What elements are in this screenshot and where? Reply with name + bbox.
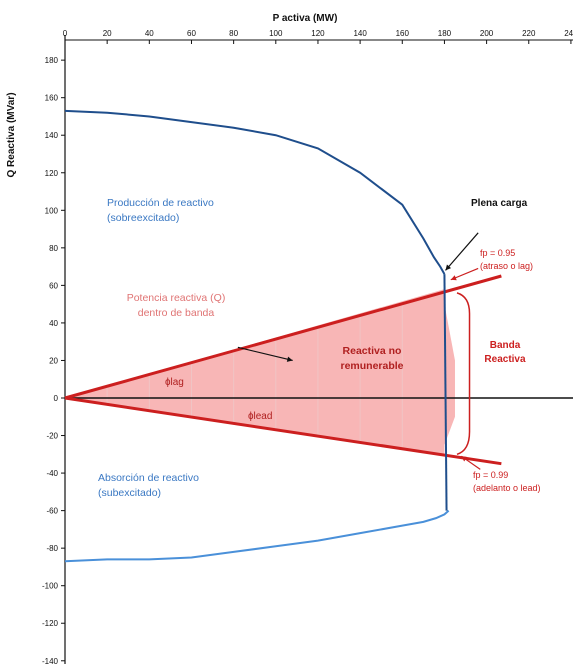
x-tick-label: 60 — [187, 29, 196, 38]
label-phi-lag: ɸlag — [165, 377, 184, 388]
label-potencia: Potencia reactiva (Q) — [127, 292, 226, 304]
label-fp095: fp = 0.95 — [480, 248, 515, 258]
x-tick-label: 120 — [311, 29, 325, 38]
arrow-fp099-head — [461, 456, 468, 462]
label-absorcion: (subexcitado) — [98, 487, 161, 499]
chart-title: P activa (MW) — [273, 13, 338, 24]
y-tick-label: 180 — [45, 56, 59, 65]
x-tick-label: 100 — [269, 29, 283, 38]
y-tick-label: -60 — [46, 507, 58, 516]
band-area — [65, 289, 455, 455]
y-tick-label: 20 — [49, 356, 58, 365]
label-banda: Banda — [490, 340, 521, 351]
y-tick-label: 100 — [45, 206, 59, 215]
y-tick-label: -20 — [46, 432, 58, 441]
x-tick-label: 20 — [103, 29, 112, 38]
y-tick-label: 140 — [45, 131, 59, 140]
x-tick-label: 40 — [145, 29, 154, 38]
x-tick-label: 200 — [480, 29, 494, 38]
series-line-fp — [64, 274, 502, 400]
y-tick-label: -80 — [46, 544, 58, 553]
x-tick-label: 0 — [63, 29, 68, 38]
series-line-absorcion — [64, 509, 450, 563]
x-tick-label: 160 — [396, 29, 410, 38]
label-reactiva-no: Reactiva no — [343, 345, 402, 357]
arrow-potencia — [237, 346, 293, 362]
series-line-produccion — [64, 109, 446, 275]
label-fp099: (adelanto o lead) — [473, 483, 541, 493]
series-line-limit — [443, 274, 448, 511]
x-tick-label: 220 — [522, 29, 536, 38]
x-tick-label: 180 — [438, 29, 452, 38]
y-tick-label: -100 — [42, 582, 59, 591]
x-tick-label: 240 — [564, 29, 573, 38]
arrow-fp095-head — [450, 275, 457, 281]
arrow-potencia-head — [286, 356, 293, 362]
label-reactiva-no: remunerable — [340, 360, 403, 372]
y-tick-label: 120 — [45, 169, 59, 178]
label-produccion: Producción de reactivo — [107, 197, 214, 209]
label-absorcion: Absorción de reactivo — [98, 472, 199, 484]
label-banda: Reactiva — [484, 354, 526, 365]
y-tick-label: 80 — [49, 244, 58, 253]
y-tick-label: 0 — [54, 394, 59, 403]
series-line-fp — [64, 396, 502, 466]
arrow-plena-carga — [445, 232, 479, 271]
arrow-plena-carga-head — [445, 264, 452, 271]
label-fp095: (atraso o lag) — [480, 261, 533, 271]
label-phi-lead: ɸlead — [248, 411, 272, 422]
y-tick-label: 60 — [49, 281, 58, 290]
y-tick-label: 160 — [45, 94, 59, 103]
y-tick-label: -140 — [42, 657, 59, 664]
x-tick-label: 140 — [353, 29, 367, 38]
y-axis-label: Q Reactiva (MVar) — [6, 92, 17, 177]
plot-area: 0204060801001201401601802002202401801601… — [42, 29, 573, 664]
band-bracket — [456, 292, 471, 456]
label-fp099: fp = 0.99 — [473, 470, 508, 480]
y-tick-label: -40 — [46, 469, 58, 478]
label-produccion: (sobreexcitado) — [107, 212, 179, 224]
label-potencia: dentro de banda — [138, 307, 215, 319]
label-plena-carga: Plena carga — [471, 198, 528, 209]
y-tick-label: -120 — [42, 619, 59, 628]
y-tick-label: 40 — [49, 319, 58, 328]
x-tick-label: 80 — [229, 29, 238, 38]
